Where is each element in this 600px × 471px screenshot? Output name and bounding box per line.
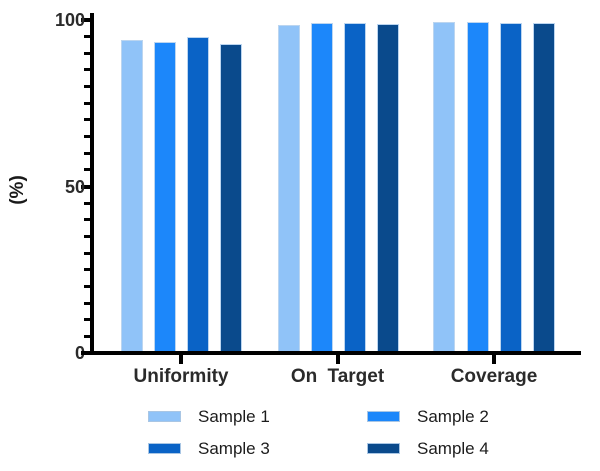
y-minor-tick-80 (84, 85, 90, 89)
y-minor-tick-40 (84, 218, 90, 222)
bar-coverage-sample-3 (499, 23, 522, 353)
category-label-uniformity: Uniformity (133, 366, 229, 387)
y-axis-spine (90, 13, 94, 355)
y-minor-tick-35 (84, 234, 90, 238)
y-tick-label-50: 50 (64, 176, 85, 197)
bar-on-target-sample-4 (377, 23, 400, 353)
bar-on-target-sample-3 (344, 22, 367, 353)
legend-label-sample-1: Sample 1 (198, 406, 270, 426)
y-major-tick-100 (81, 18, 90, 22)
bar-uniformity-sample-1 (120, 39, 143, 353)
x-tick-uniformity (179, 355, 183, 364)
x-axis-spine (81, 351, 581, 355)
bar-coverage-sample-1 (433, 22, 456, 353)
bar-on-target-sample-1 (277, 24, 300, 353)
y-minor-tick-70 (84, 118, 90, 122)
bar-uniformity-sample-2 (153, 42, 176, 353)
y-minor-tick-75 (84, 101, 90, 105)
bar-uniformity-sample-3 (187, 37, 210, 353)
y-minor-tick-10 (84, 318, 90, 322)
y-minor-tick-85 (84, 68, 90, 72)
y-tick-label-100: 100 (54, 10, 85, 30)
y-major-tick-50 (81, 184, 90, 189)
y-minor-tick-25 (84, 268, 90, 272)
legend-label-sample-3: Sample 3 (198, 439, 270, 458)
legend-swatch-sample-1 (148, 410, 181, 422)
y-minor-tick-30 (84, 251, 90, 255)
y-minor-tick-45 (84, 201, 90, 205)
y-tick-label-0: 0 (74, 343, 85, 363)
bar-coverage-sample-4 (533, 23, 556, 353)
category-label-coverage: Coverage (450, 366, 538, 387)
x-tick-coverage (492, 355, 496, 364)
y-minor-tick-95 (84, 35, 90, 39)
bar-uniformity-sample-4 (220, 43, 243, 353)
y-minor-tick-5 (84, 334, 90, 338)
legend-swatch-sample-3 (148, 443, 181, 454)
y-minor-tick-15 (84, 301, 90, 305)
y-minor-tick-60 (84, 151, 90, 155)
bar-coverage-sample-2 (466, 22, 489, 353)
category-label-on-target: On Target (290, 366, 385, 387)
legend-label-sample-2: Sample 2 (417, 406, 489, 426)
legend-label-sample-4: Sample 4 (417, 439, 489, 458)
x-tick-on-target (335, 355, 340, 364)
y-minor-tick-20 (84, 284, 90, 288)
bar-on-target-sample-2 (310, 22, 333, 353)
y-minor-tick-65 (84, 135, 90, 139)
y-minor-tick-55 (84, 168, 90, 172)
y-minor-tick-90 (84, 51, 90, 55)
legend-swatch-sample-2 (367, 410, 400, 422)
legend-swatch-sample-4 (367, 443, 400, 454)
